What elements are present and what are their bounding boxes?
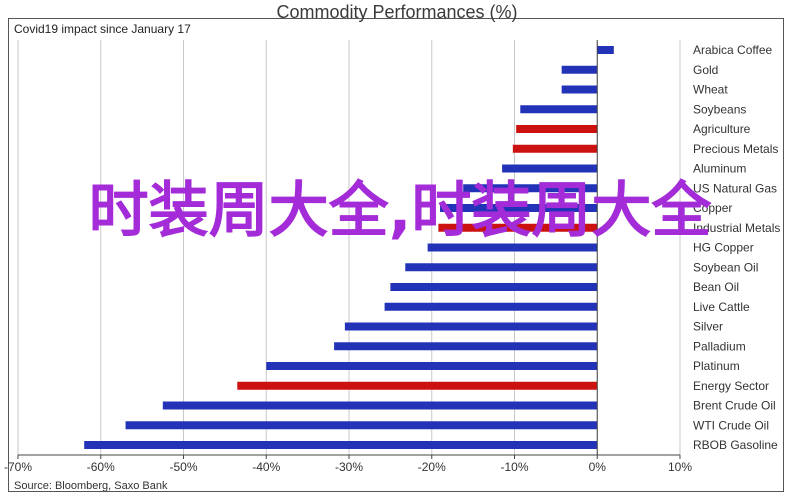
bar <box>438 223 598 232</box>
category-label: Bean Oil <box>693 280 739 294</box>
x-tick-label: -60% <box>87 460 115 474</box>
category-label: Brent Crude Oil <box>693 399 776 413</box>
x-tick-label: 10% <box>668 460 692 474</box>
bar <box>516 125 598 133</box>
bar <box>561 65 598 74</box>
bar <box>440 204 598 212</box>
category-label: Platinum <box>693 359 740 373</box>
category-label: Silver <box>693 320 723 334</box>
category-label: Gold <box>693 63 718 77</box>
x-tick-label: -30% <box>335 460 363 474</box>
category-label: Arabica Coffee <box>693 43 772 57</box>
category-label: HG Copper <box>693 241 754 255</box>
chart-subtitle: Covid19 impact since January 17 <box>14 22 191 36</box>
bar <box>162 401 598 410</box>
bar <box>344 322 598 331</box>
source-note: Source: Bloomberg, Saxo Bank <box>14 480 168 492</box>
x-tick-label: -70% <box>4 460 32 474</box>
bar <box>520 105 598 114</box>
category-label: Industrial Metals <box>693 221 780 235</box>
category-label: Copper <box>693 201 732 215</box>
bar <box>84 441 598 449</box>
chart-frame <box>8 18 784 492</box>
watermark-overlay-text: 时装周大全,时装周大全 <box>88 176 712 246</box>
category-label: Aluminum <box>693 162 746 176</box>
x-tick-label: -40% <box>252 460 280 474</box>
bar <box>561 85 598 94</box>
bar <box>512 144 598 153</box>
bar <box>125 421 598 430</box>
bar <box>237 381 598 390</box>
bar <box>390 283 598 291</box>
x-tick-label: -20% <box>418 460 446 474</box>
bar <box>502 164 598 173</box>
bar <box>266 362 598 370</box>
category-label: Precious Metals <box>693 142 778 156</box>
category-label: Soybeans <box>693 102 746 116</box>
category-label: Soybean Oil <box>693 260 758 274</box>
bar <box>384 302 598 311</box>
bar <box>597 46 614 54</box>
category-label: Palladium <box>693 339 746 353</box>
category-label: Live Cattle <box>693 300 750 314</box>
bar <box>427 243 598 252</box>
x-tick-label: 0% <box>589 460 607 474</box>
chart-title: Commodity Performances (%) <box>276 2 518 22</box>
bar <box>463 184 598 193</box>
category-label: RBOB Gasoline <box>693 438 778 452</box>
category-label: WTI Crude Oil <box>693 418 769 432</box>
bar <box>405 263 598 272</box>
category-label: US Natural Gas <box>693 181 777 195</box>
category-label: Wheat <box>693 83 728 97</box>
category-label: Agriculture <box>693 122 751 136</box>
category-label: Energy Sector <box>693 379 769 393</box>
bar <box>334 342 598 351</box>
x-tick-label: -50% <box>169 460 197 474</box>
x-tick-label: -10% <box>500 460 528 474</box>
